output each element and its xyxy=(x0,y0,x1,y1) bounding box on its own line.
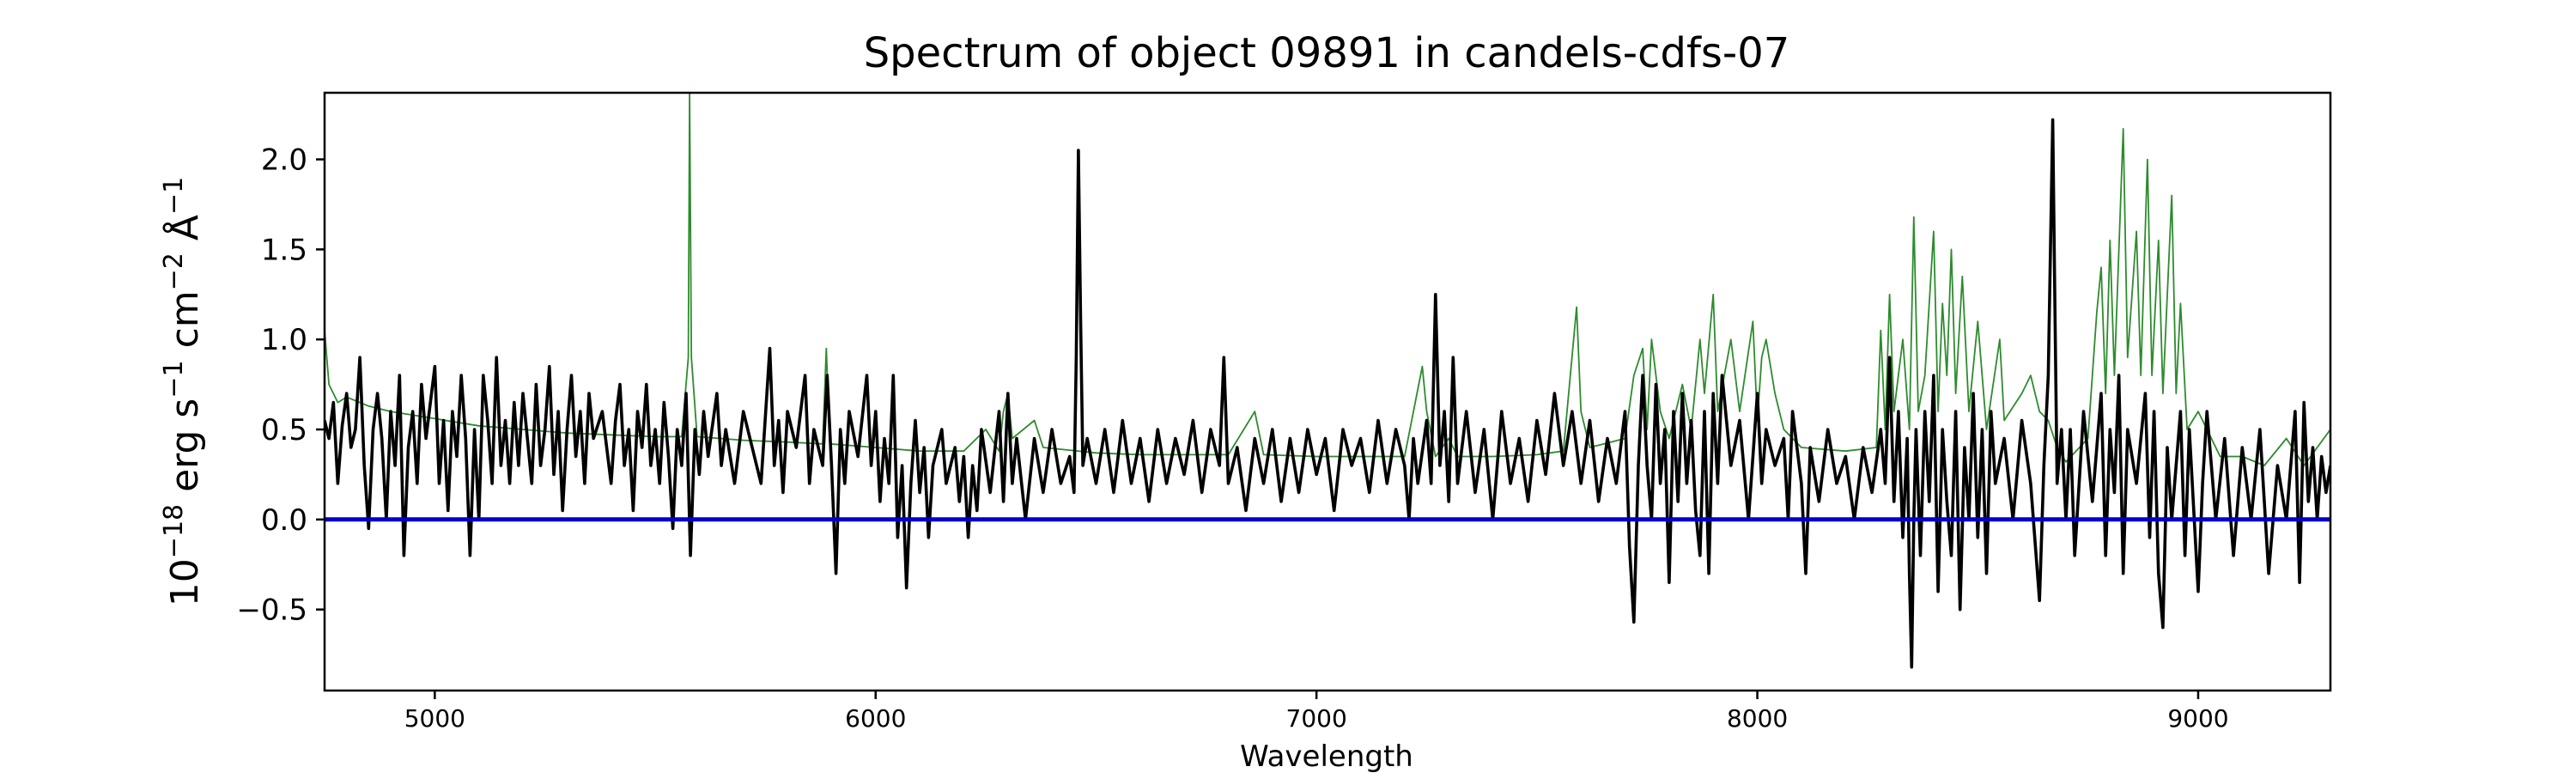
y-tick-label: 0.5 xyxy=(261,413,307,447)
y-label-part: Å xyxy=(161,215,207,253)
x-axis-label: Wavelength xyxy=(1240,740,1413,773)
y-tick-label: 1.5 xyxy=(261,233,307,267)
y-axis-ticks: −0.5 0.0 0.5 1.0 1.5 2.0 xyxy=(236,143,325,628)
series-flux-line xyxy=(325,118,2330,669)
x-tick-label: 9000 xyxy=(2167,704,2228,733)
x-tick-label: 7000 xyxy=(1286,704,1347,733)
series-layer xyxy=(325,93,2330,669)
chart-title: Spectrum of object 09891 in candels-cdfs… xyxy=(864,29,1790,77)
y-label-exponent: −1 xyxy=(159,177,189,215)
y-tick-label: −0.5 xyxy=(236,593,307,628)
y-tick-label: 1.0 xyxy=(261,323,307,357)
y-label-part: erg s xyxy=(163,399,207,504)
y-label-exponent: −1 xyxy=(159,360,189,398)
plot-frame xyxy=(323,91,2332,692)
y-label-exponent: −18 xyxy=(159,504,189,558)
series-error-line xyxy=(325,93,2330,466)
y-label-part: 10 xyxy=(163,558,207,606)
y-axis-label: 10−18 erg s−1 cm−2 Å−1 xyxy=(159,177,207,606)
x-tick-label: 8000 xyxy=(1727,704,1788,733)
x-tick-label: 5000 xyxy=(404,704,465,733)
x-tick-label: 6000 xyxy=(845,704,906,733)
x-axis-ticks: 5000 6000 7000 8000 9000 xyxy=(404,691,2229,733)
y-label-part: cm xyxy=(163,290,207,360)
y-tick-label: 2.0 xyxy=(261,143,307,178)
y-label-exponent: −2 xyxy=(159,253,189,290)
y-tick-label: 0.0 xyxy=(261,503,307,538)
